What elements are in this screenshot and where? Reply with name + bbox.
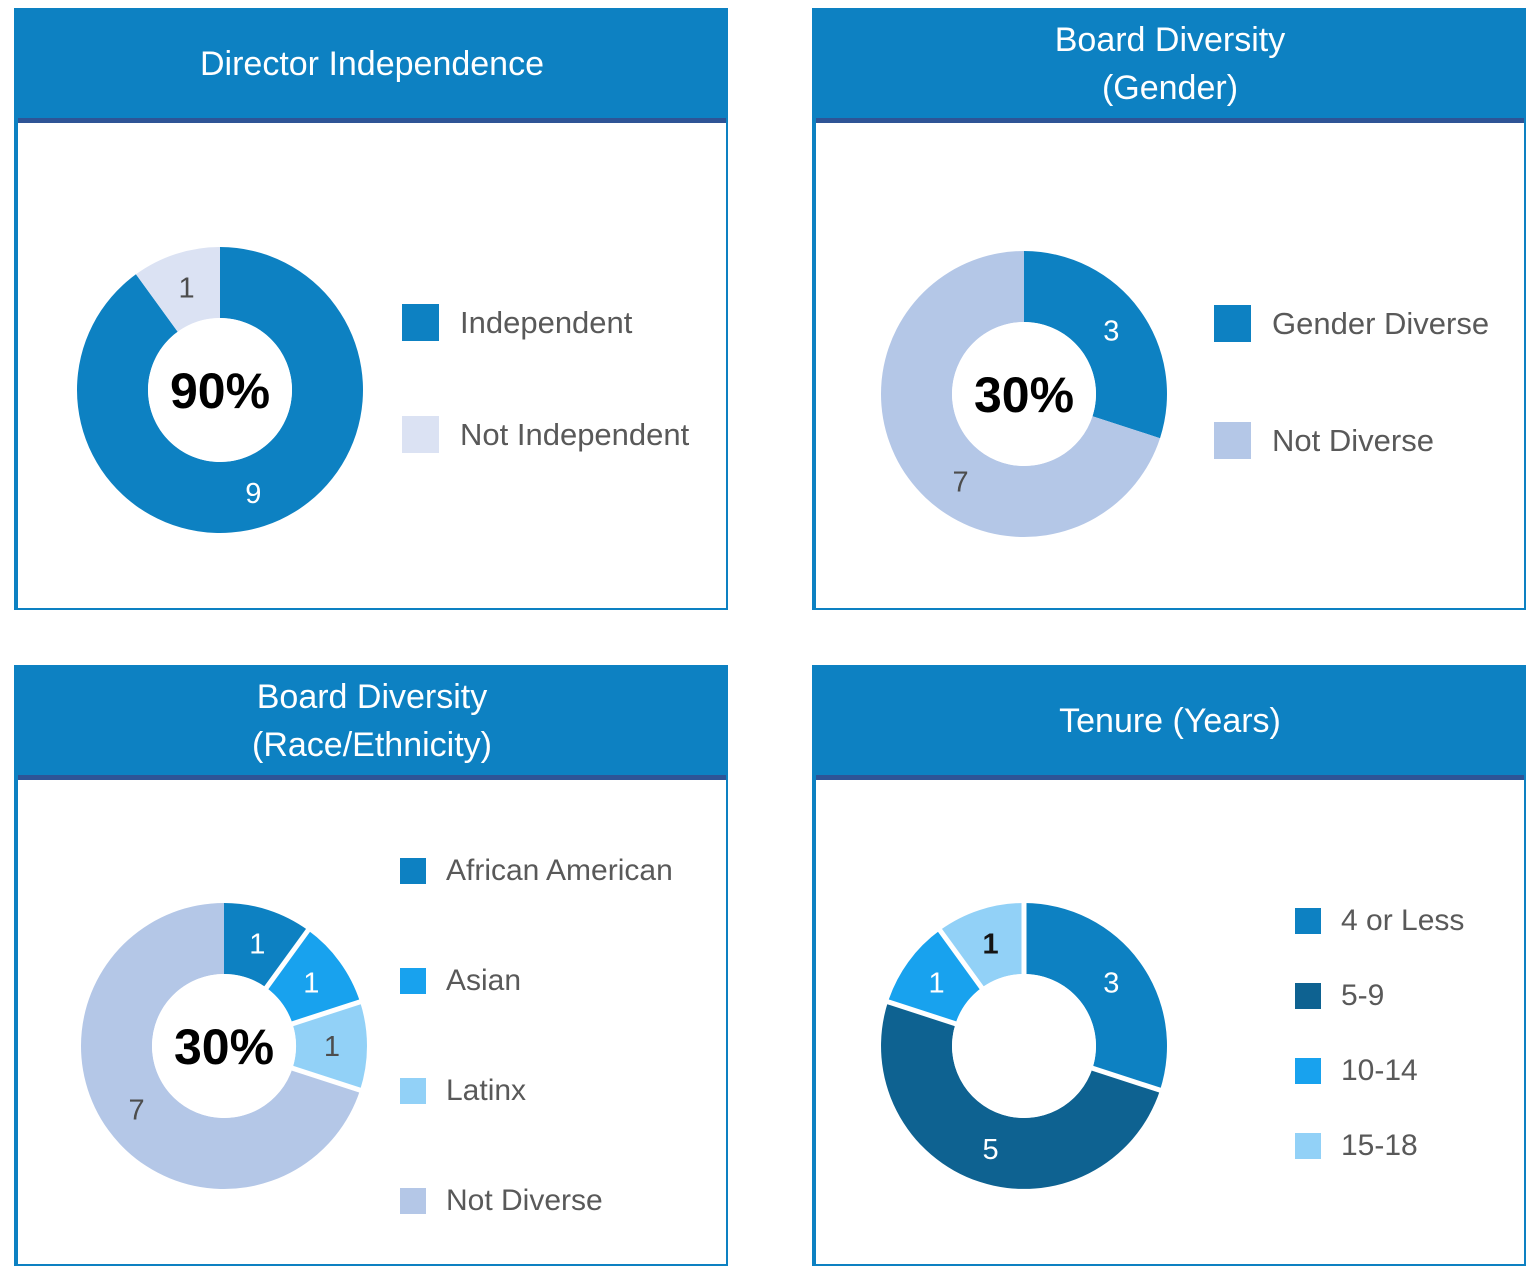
legend-swatch-4-or-less bbox=[1295, 908, 1321, 934]
legend-swatch-asian bbox=[400, 968, 426, 994]
legend-label-5-9: 5-9 bbox=[1341, 979, 1385, 1012]
donut-chart-board-diversity-gender: 3 7 30% bbox=[881, 251, 1167, 537]
legend-item-latinx: Latinx bbox=[400, 1074, 673, 1108]
legend-label-african-american: African American bbox=[446, 854, 673, 887]
legend-label-10-14: 10-14 bbox=[1341, 1054, 1418, 1087]
panel-title-line1: Board Diversity bbox=[256, 677, 488, 716]
svg-text:30%: 30% bbox=[974, 367, 1074, 423]
legend-label-not-diverse: Not Diverse bbox=[1272, 422, 1434, 458]
panel-body-board-diversity-gender: 3 7 30% Gender Diverse Not Diverse bbox=[816, 128, 1524, 608]
legend-item-not-independent: Not Independent bbox=[402, 416, 689, 453]
legend-label-4-or-less: 4 or Less bbox=[1341, 904, 1465, 937]
svg-text:3: 3 bbox=[1103, 316, 1119, 348]
panel-title-line1: Director Independence bbox=[199, 44, 544, 83]
panel-header-board-diversity-gender: Board Diversity (Gender) bbox=[816, 10, 1524, 123]
legend-label-not-diverse: Not Diverse bbox=[446, 1184, 603, 1217]
svg-text:1: 1 bbox=[324, 1031, 340, 1063]
legend-label-15-18: 15-18 bbox=[1341, 1129, 1418, 1162]
panel-header-board-diversity-race: Board Diversity (Race/Ethnicity) bbox=[18, 667, 726, 780]
panel-title-line2: (Race/Ethnicity) bbox=[252, 726, 492, 764]
svg-text:7: 7 bbox=[129, 1095, 145, 1127]
legend-label-asian: Asian bbox=[446, 964, 522, 997]
legend-swatch-not-diverse bbox=[400, 1188, 426, 1214]
legend-item-asian: Asian bbox=[400, 964, 673, 998]
panel-header-director-independence: Director Independence bbox=[18, 10, 726, 123]
panel-title-line1: Tenure (Years) bbox=[1059, 701, 1281, 740]
legend-director-independence: Independent Not Independent bbox=[402, 304, 689, 453]
panel-body-board-diversity-race: 1 1 1 7 30% African American Asian Latinx No… bbox=[18, 785, 726, 1264]
svg-text:30%: 30% bbox=[174, 1019, 274, 1075]
legend-tenure-years: 4 or Less 5-9 10-14 15-18 bbox=[1295, 904, 1464, 1163]
legend-swatch-african-american bbox=[400, 858, 426, 884]
legend-swatch-not-independent bbox=[402, 416, 439, 453]
legend-item-10-14: 10-14 bbox=[1295, 1054, 1464, 1088]
legend-swatch-latinx bbox=[400, 1078, 426, 1104]
panel-body-director-independence: 9 1 90% Independent Not Independent bbox=[18, 128, 726, 608]
svg-text:1: 1 bbox=[303, 968, 319, 1000]
legend-board-diversity-race: African American Asian Latinx Not Divers… bbox=[400, 854, 673, 1218]
svg-text:90%: 90% bbox=[170, 363, 270, 419]
legend-item-independent: Independent bbox=[402, 304, 689, 341]
legend-board-diversity-gender: Gender Diverse Not Diverse bbox=[1214, 305, 1489, 459]
legend-item-gender-diverse: Gender Diverse bbox=[1214, 305, 1489, 342]
legend-swatch-15-18 bbox=[1295, 1133, 1321, 1159]
svg-text:1: 1 bbox=[983, 928, 999, 960]
legend-item-not-diverse: Not Diverse bbox=[1214, 422, 1489, 459]
legend-swatch-independent bbox=[402, 304, 439, 341]
panel-board-diversity-race: Board Diversity (Race/Ethnicity) 1 1 1 7 30%… bbox=[14, 665, 728, 1266]
legend-label-independent: Independent bbox=[460, 304, 633, 340]
legend-label-gender-diverse: Gender Diverse bbox=[1272, 305, 1490, 341]
donut-chart-director-independence: 9 1 90% bbox=[76, 247, 364, 533]
svg-text:1: 1 bbox=[249, 928, 265, 960]
panel-tenure-years: Tenure (Years) 3 5 1 1 4 or Less 5-9 10-14 … bbox=[812, 665, 1526, 1266]
panel-body-tenure-years: 3 5 1 1 4 or Less 5-9 10-14 15-18 bbox=[816, 785, 1524, 1264]
svg-text:1: 1 bbox=[929, 968, 945, 1000]
legend-label-latinx: Latinx bbox=[446, 1074, 527, 1107]
legend-item-not-diverse: Not Diverse bbox=[400, 1184, 673, 1218]
donut-chart-tenure-years: 3 5 1 1 bbox=[881, 901, 1167, 1189]
panel-title-line1: Board Diversity bbox=[1054, 20, 1286, 59]
svg-text:7: 7 bbox=[952, 467, 968, 499]
legend-item-5-9: 5-9 bbox=[1295, 979, 1464, 1013]
svg-text:1: 1 bbox=[179, 272, 195, 304]
legend-swatch-10-14 bbox=[1295, 1058, 1321, 1084]
panel-title-line2: (Gender) bbox=[1101, 69, 1239, 107]
legend-item-15-18: 15-18 bbox=[1295, 1129, 1464, 1163]
svg-text:9: 9 bbox=[245, 478, 261, 510]
panel-board-diversity-gender: Board Diversity (Gender) 3 7 30% Gender Di… bbox=[812, 8, 1526, 610]
legend-item-african-american: African American bbox=[400, 854, 673, 888]
panel-header-tenure-years: Tenure (Years) bbox=[816, 667, 1524, 780]
legend-swatch-not-diverse bbox=[1214, 422, 1251, 459]
legend-item-4-or-less: 4 or Less bbox=[1295, 904, 1464, 938]
svg-text:5: 5 bbox=[983, 1134, 999, 1166]
legend-swatch-gender-diverse bbox=[1214, 305, 1251, 342]
svg-text:3: 3 bbox=[1103, 968, 1119, 1000]
legend-label-not-independent: Not Independent bbox=[460, 416, 690, 452]
legend-swatch-5-9 bbox=[1295, 983, 1321, 1009]
panel-director-independence: Director Independence 9 1 90% Independent … bbox=[14, 8, 728, 610]
